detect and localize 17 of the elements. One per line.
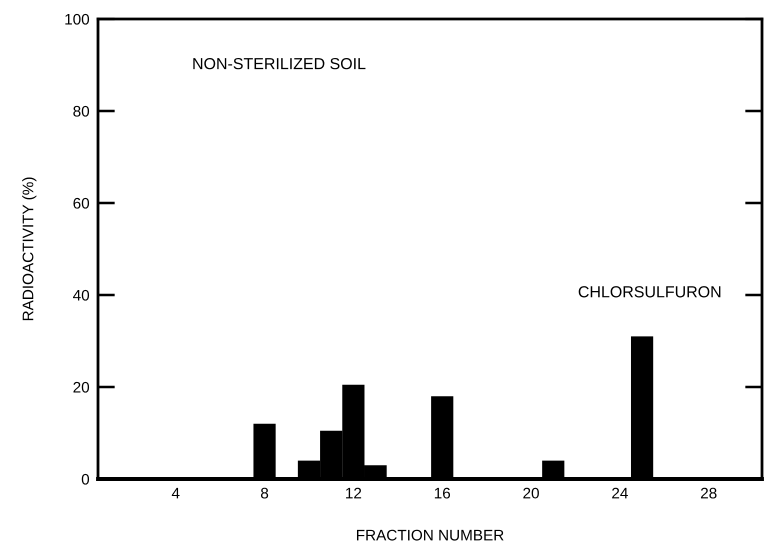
x-tick-label: 28 [700,488,717,499]
y-tick-label: 0 [82,474,90,485]
x-tick-label: 12 [346,488,362,498]
y-tick-label: 40 [73,290,90,301]
x-tick-label: 20 [523,488,539,499]
annotation: NON-STERILIZED SOIL [193,58,366,70]
x-tick-label: 8 [260,488,268,499]
y-tick-label: 100 [65,14,90,25]
annotation: CHLORSULFURON [578,286,720,298]
x-axis-title: FRACTION NUMBER [356,530,504,541]
x-tick-label: 24 [612,488,628,498]
y-axis-title: RADIOACTIVITY (%) [22,178,36,320]
x-tick-label: 16 [434,488,450,499]
y-tick-label: 60 [73,198,90,209]
y-tick-label: 20 [73,382,90,393]
y-tick-label: 80 [73,106,90,117]
x-tick-label: 4 [172,488,180,498]
